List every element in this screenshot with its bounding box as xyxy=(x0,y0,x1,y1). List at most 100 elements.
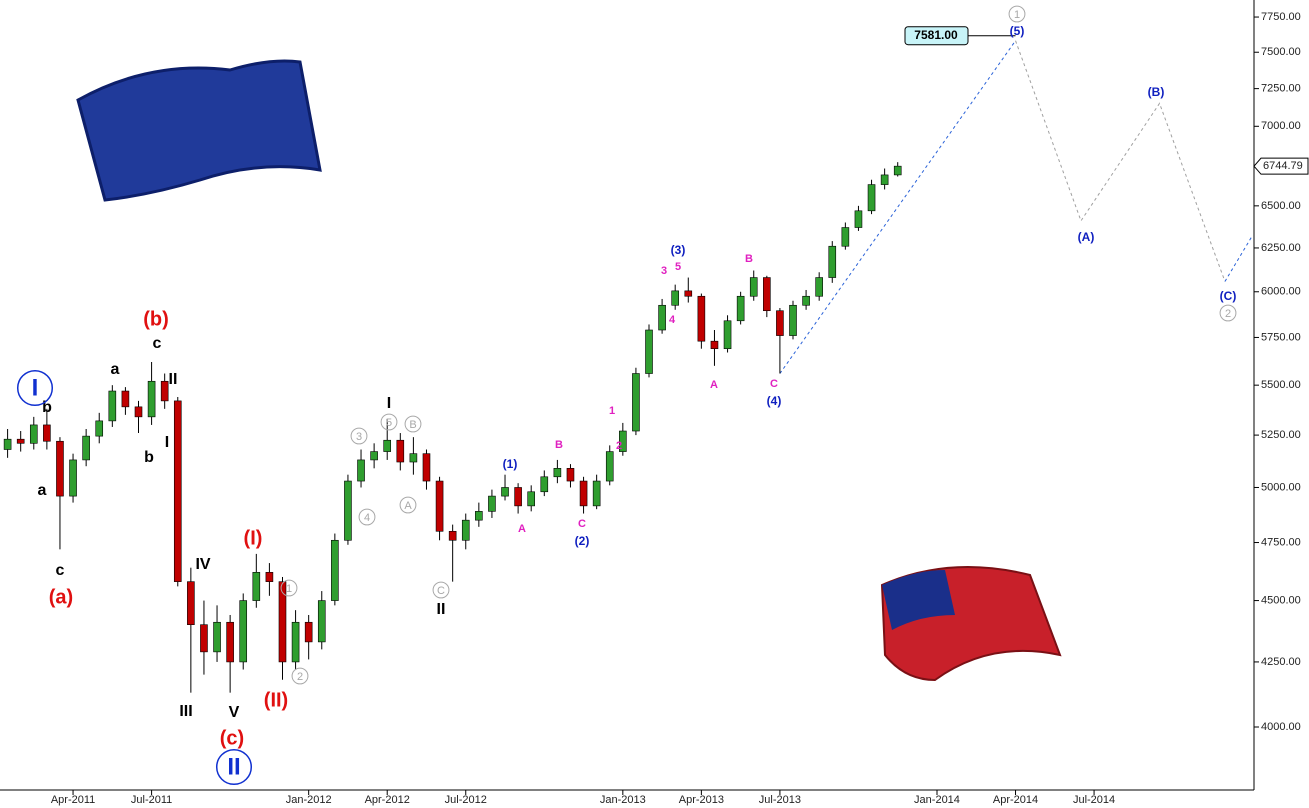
candle xyxy=(802,289,810,310)
candle xyxy=(461,513,470,550)
candle xyxy=(409,437,418,475)
candle xyxy=(776,307,784,374)
y-tick-label: 5500.00 xyxy=(1261,379,1301,391)
candle-body xyxy=(749,277,758,297)
candle-body xyxy=(265,572,274,582)
candle-body xyxy=(435,480,444,532)
wave-label: V xyxy=(229,704,240,721)
candle-body xyxy=(422,453,431,482)
candle xyxy=(763,275,771,318)
projection-line xyxy=(1224,237,1252,282)
last-price-box xyxy=(1253,157,1309,175)
candle-body xyxy=(134,406,143,418)
y-tick-label: 7750.00 xyxy=(1261,11,1301,23)
wave-circle xyxy=(399,496,417,514)
candle-body xyxy=(3,438,12,450)
candle-body xyxy=(475,511,483,521)
candle-body xyxy=(396,439,405,463)
candle-body xyxy=(121,390,130,408)
wave-label: 2 xyxy=(1225,308,1231,320)
wave-label: C xyxy=(578,518,586,530)
candle-body xyxy=(16,438,25,444)
x-tick-label: Jul-2013 xyxy=(759,794,801,806)
x-tick-label: Apr-2014 xyxy=(993,794,1038,806)
candle xyxy=(121,387,130,415)
wave-label: (1) xyxy=(503,457,518,471)
wave-label: (II) xyxy=(264,689,288,711)
candle xyxy=(501,474,509,501)
candle-body xyxy=(95,420,104,437)
wave-circle xyxy=(1008,5,1026,23)
candle xyxy=(527,485,536,512)
candle-body xyxy=(147,380,156,418)
projection-line xyxy=(1015,40,1226,282)
logo-usindex xyxy=(880,566,1062,682)
candle xyxy=(645,324,653,378)
candle-body xyxy=(566,468,575,482)
candle xyxy=(540,470,549,497)
wave-label: I xyxy=(32,374,39,401)
candle-body xyxy=(108,390,117,422)
x-tick-label: Apr-2011 xyxy=(51,794,95,806)
candle-body xyxy=(854,210,863,228)
candle-body xyxy=(880,174,889,185)
candle xyxy=(16,431,25,452)
wave-circle xyxy=(280,579,298,597)
candle-body xyxy=(815,277,823,297)
wave-label: 3 xyxy=(356,431,362,443)
candle xyxy=(160,373,169,409)
wave-label: 2 xyxy=(297,671,303,683)
wave-circle xyxy=(358,508,376,526)
wave-circle xyxy=(291,667,309,685)
candle-body xyxy=(514,487,522,507)
y-tick-label: 6500.00 xyxy=(1261,200,1301,212)
wave-label: (b) xyxy=(143,308,169,330)
candle xyxy=(605,445,614,486)
candle xyxy=(344,474,352,545)
wave-label: c xyxy=(153,335,162,352)
x-tick-label: Jul-2014 xyxy=(1073,794,1115,806)
candle-body xyxy=(736,295,745,322)
wave-label: 1 xyxy=(1014,9,1020,21)
y-tick-label: 4000.00 xyxy=(1261,721,1301,733)
candle-body xyxy=(723,320,732,350)
y-tick-label: 7500.00 xyxy=(1261,46,1301,58)
wave-circle xyxy=(404,415,422,433)
candle xyxy=(265,563,274,596)
candle xyxy=(370,443,378,469)
y-tick-label: 6250.00 xyxy=(1261,242,1301,254)
wave-label: 1 xyxy=(609,405,615,417)
candle-body xyxy=(461,519,470,541)
candle-body xyxy=(776,310,784,336)
candle xyxy=(632,367,640,436)
y-tick-label: 6000.00 xyxy=(1261,286,1301,298)
target-box xyxy=(904,26,969,46)
candle-body xyxy=(632,373,640,432)
wave-label: (I) xyxy=(244,527,263,549)
candle xyxy=(893,162,902,177)
candle xyxy=(317,591,326,650)
candle xyxy=(56,437,64,550)
wave-label: 5 xyxy=(386,417,392,429)
candle-body xyxy=(579,480,588,507)
target-label: 7581.00 xyxy=(914,28,958,42)
wave-label: a xyxy=(38,482,47,499)
candle xyxy=(723,315,732,353)
x-tick-label: Jan-2014 xyxy=(914,794,960,806)
candle xyxy=(147,361,156,425)
candle-body xyxy=(802,295,810,306)
candle-body xyxy=(226,621,234,663)
candle-body xyxy=(331,539,339,601)
candle xyxy=(815,272,823,301)
candle xyxy=(383,418,392,460)
wave-circle xyxy=(16,369,54,407)
candle-body xyxy=(344,480,352,541)
logo-flag-canton xyxy=(882,570,955,630)
candle xyxy=(278,576,287,680)
candle xyxy=(291,610,300,670)
wave-circle xyxy=(1219,304,1237,322)
candle-body xyxy=(69,459,77,497)
candle xyxy=(828,241,837,283)
wave-label: IV xyxy=(195,556,210,573)
